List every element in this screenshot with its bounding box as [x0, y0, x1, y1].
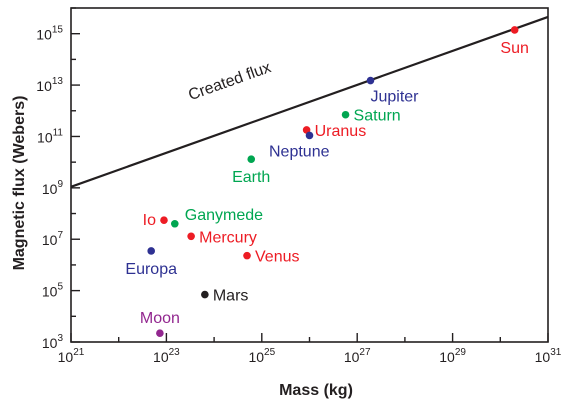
x-axis-title: Mass (kg) — [279, 382, 353, 399]
point-mercury — [187, 232, 195, 241]
x-tick-label: 1029 — [439, 347, 466, 365]
point-ganymede — [170, 219, 179, 228]
label-io: Io — [143, 212, 156, 229]
point-sun — [510, 26, 519, 34]
plot-frame — [70, 7, 549, 343]
label-ganymede: Ganymede — [185, 207, 263, 224]
y-tick-label: 1013 — [36, 76, 63, 94]
label-neptune: Neptune — [269, 143, 330, 160]
y-tick-label: 109 — [42, 179, 64, 197]
point-neptune — [305, 131, 314, 140]
label-sun: Sun — [500, 40, 528, 57]
label-earth: Earth — [232, 169, 270, 186]
point-moon — [156, 329, 164, 338]
y-tick-label: 1011 — [37, 127, 63, 145]
label-uranus: Uranus — [315, 123, 367, 140]
x-tick-label: 1025 — [248, 347, 275, 365]
label-jupiter: Jupiter — [370, 89, 419, 106]
point-io — [160, 216, 168, 225]
x-tick-label: 1027 — [344, 347, 371, 365]
x-tick-label: 1021 — [58, 347, 85, 365]
y-axis-title: Magnetic flux (Webers) — [11, 96, 28, 271]
y-tick-label: 107 — [42, 230, 64, 248]
label-moon: Moon — [140, 310, 180, 327]
y-tick-label: 103 — [42, 333, 64, 351]
plot-area — [70, 7, 549, 343]
label-saturn: Saturn — [354, 108, 401, 125]
label-mars: Mars — [213, 288, 249, 305]
point-jupiter — [366, 76, 375, 85]
label-europa: Europa — [125, 261, 177, 278]
point-europa — [147, 247, 155, 255]
created-flux-line-layer: Created flux — [70, 15, 549, 188]
y-tick-label: 1015 — [36, 25, 63, 43]
y-tick-label: 105 — [42, 282, 64, 300]
x-tick-label: 1023 — [153, 347, 180, 365]
point-venus — [243, 251, 251, 260]
point-mars — [201, 290, 209, 299]
point-earth — [247, 155, 256, 164]
point-saturn — [341, 110, 350, 119]
label-venus: Venus — [255, 249, 299, 266]
x-tick-label: 1031 — [535, 347, 562, 365]
created-flux-line — [70, 15, 549, 188]
label-mercury: Mercury — [199, 229, 257, 246]
created-flux-label: Created flux — [186, 59, 273, 104]
axis-ticks: 1021 1023 1025 1027 1029 1031 103 105 107 109 1011… — [36, 7, 562, 365]
